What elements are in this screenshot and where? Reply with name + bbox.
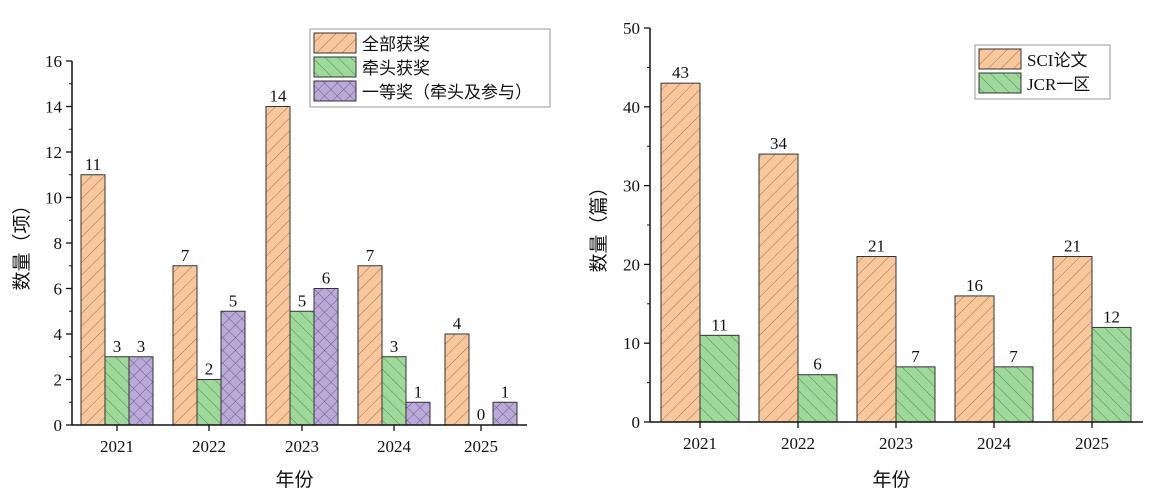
data-label: 21 <box>868 237 885 256</box>
data-label: 6 <box>813 355 822 374</box>
x-axis-title: 年份 <box>872 469 910 491</box>
bar-一等奖（牵头及参与）-2024 <box>405 401 431 426</box>
bar-SCI论文-2021 <box>660 82 701 423</box>
x-tick-label: 2021 <box>100 437 134 456</box>
bar-JCR一区-2024 <box>993 366 1034 423</box>
legend-label: SCI论文 <box>1027 51 1087 70</box>
bar-牵头获奖-2024 <box>381 356 407 426</box>
bar-全部获奖-2022 <box>172 265 198 426</box>
x-tick-label: 2024 <box>377 437 412 456</box>
data-label: 5 <box>298 291 307 310</box>
data-label: 7 <box>181 246 190 265</box>
data-label: 3 <box>113 337 122 356</box>
y-axis-title: 数量（项） <box>11 195 33 290</box>
data-label: 34 <box>770 134 788 153</box>
bar-牵头获奖-2023 <box>289 310 315 426</box>
x-tick-label: 2025 <box>464 437 498 456</box>
bar-SCI论文-2024 <box>954 295 995 423</box>
y-axis-title: 数量（篇） <box>588 177 610 272</box>
y-tick-label: 50 <box>623 19 640 38</box>
data-label: 11 <box>85 155 101 174</box>
data-label: 43 <box>672 63 689 82</box>
data-label: 2 <box>205 360 214 379</box>
data-label: 0 <box>477 405 486 424</box>
y-tick-label: 6 <box>54 280 63 299</box>
data-label: 7 <box>366 246 375 265</box>
bar-一等奖（牵头及参与）-2025 <box>492 401 518 426</box>
x-tick-label: 2023 <box>879 434 913 453</box>
bar-一等奖（牵头及参与）-2021 <box>128 356 154 426</box>
data-label: 12 <box>1103 307 1120 326</box>
data-label: 7 <box>1009 347 1018 366</box>
bar-全部获奖-2023 <box>265 106 291 426</box>
data-label: 5 <box>229 291 238 310</box>
x-tick-label: 2021 <box>683 434 717 453</box>
data-label: 16 <box>966 276 983 295</box>
legend-swatch <box>978 72 1022 94</box>
data-label: 4 <box>453 314 462 333</box>
bar-全部获奖-2025 <box>444 333 470 426</box>
data-label: 7 <box>911 347 920 366</box>
y-tick-label: 12 <box>45 143 62 162</box>
legend-swatch <box>978 48 1022 70</box>
x-tick-label: 2024 <box>977 434 1012 453</box>
legend-swatch <box>313 56 357 78</box>
x-tick-label: 2022 <box>781 434 815 453</box>
bar-JCR一区-2025 <box>1091 326 1132 423</box>
bar-JCR一区-2022 <box>797 374 838 423</box>
y-tick-label: 2 <box>54 371 63 390</box>
chart-papers: 43 34 21 16 21 11 6 7 7 12 0 10 20 30 40 50 2021 2022 2023… <box>588 19 1143 491</box>
x-tick-label: 2022 <box>192 437 226 456</box>
bar-一等奖（牵头及参与）-2022 <box>220 310 246 426</box>
y-tick-label: 14 <box>45 98 63 117</box>
y-tick-label: 10 <box>45 189 62 208</box>
bar-一等奖（牵头及参与）-2023 <box>313 288 339 426</box>
y-tick-label: 10 <box>623 334 640 353</box>
legend-label: 牵头获奖 <box>362 59 430 78</box>
x-tick-label: 2023 <box>285 437 319 456</box>
y-tick-label: 40 <box>623 98 640 117</box>
data-label: 14 <box>270 87 288 106</box>
x-tick-label: 2025 <box>1075 434 1109 453</box>
bar-全部获奖-2024 <box>357 265 383 426</box>
y-tick-label: 0 <box>632 413 641 432</box>
data-label: 1 <box>414 382 423 401</box>
data-label: 3 <box>390 337 399 356</box>
bar-SCI论文-2023 <box>856 256 897 423</box>
legend-label: 一等奖（牵头及参与） <box>362 83 532 102</box>
bar-牵头获奖-2021 <box>104 356 130 426</box>
bar-SCI论文-2022 <box>758 153 799 423</box>
y-tick-label: 8 <box>54 234 63 253</box>
bar-JCR一区-2023 <box>895 366 936 423</box>
x-axis-title: 年份 <box>275 469 313 491</box>
legend-swatch <box>313 32 357 54</box>
y-tick-label: 0 <box>54 416 63 435</box>
bar-SCI论文-2025 <box>1052 256 1093 423</box>
bar-JCR一区-2021 <box>699 334 740 423</box>
data-label: 1 <box>501 382 510 401</box>
y-tick-label: 30 <box>623 177 640 196</box>
data-label: 21 <box>1064 237 1081 256</box>
legend-label: 全部获奖 <box>362 35 430 54</box>
bar-全部获奖-2021 <box>80 174 106 426</box>
y-tick-label: 16 <box>45 52 62 71</box>
legend-swatch <box>313 80 357 102</box>
bar-牵头获奖-2022 <box>196 379 222 426</box>
data-label: 3 <box>137 337 146 356</box>
y-tick-label: 4 <box>54 325 63 344</box>
y-tick-label: 20 <box>623 255 640 274</box>
data-label: 6 <box>322 269 331 288</box>
data-label: 11 <box>711 315 727 334</box>
legend-label: JCR一区 <box>1027 75 1090 94</box>
